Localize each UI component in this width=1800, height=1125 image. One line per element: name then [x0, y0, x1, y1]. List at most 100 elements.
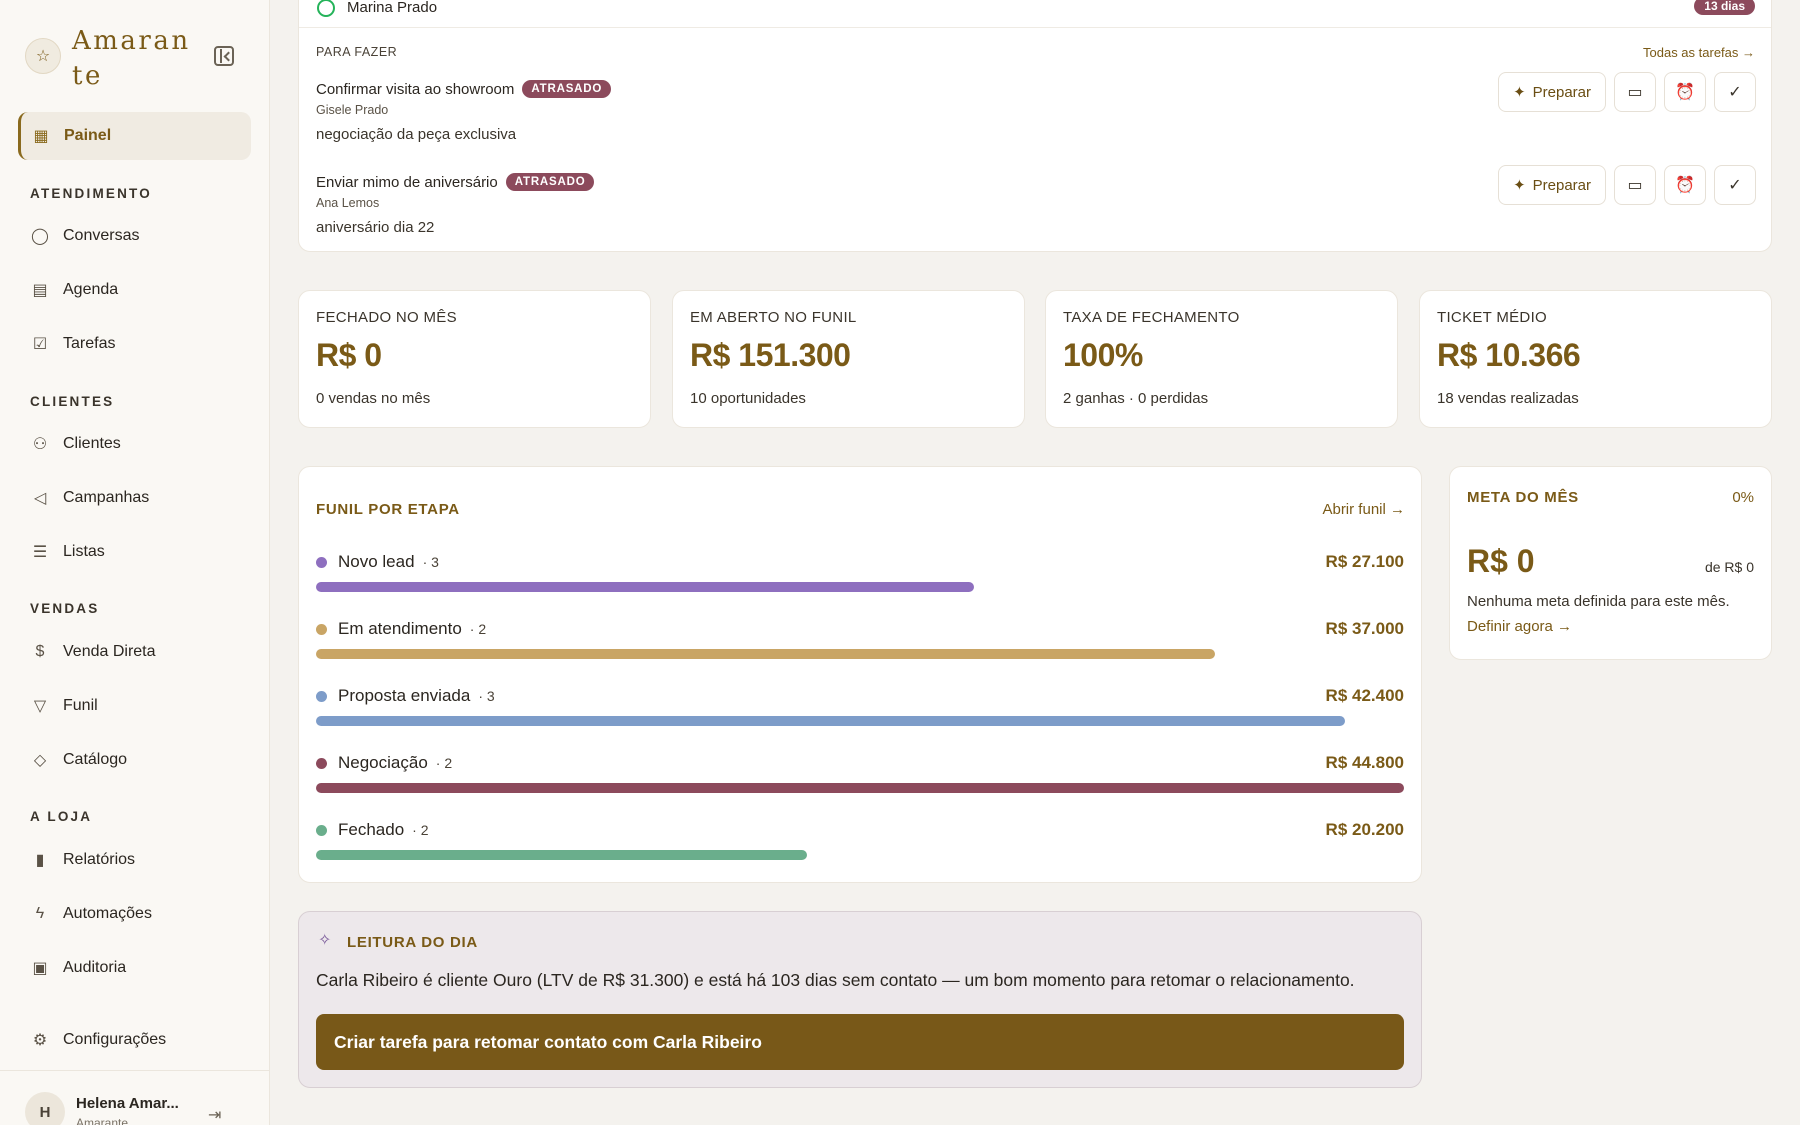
stage-bar: [316, 783, 1404, 793]
sidebar-item-tarefas[interactable]: ☑ Tarefas: [18, 320, 251, 368]
snooze-button[interactable]: ⏰: [1664, 165, 1706, 205]
dollar-receipt-icon: $: [35, 643, 45, 660]
funnel-card: FUNIL POR ETAPA Abrir funil → Novo lead ·…: [298, 466, 1422, 883]
prepare-button[interactable]: ✦ Preparar: [1498, 72, 1606, 112]
funnel-stage[interactable]: Proposta enviada · 3 R$ 42.400: [316, 679, 1404, 729]
message-button[interactable]: ▭: [1614, 165, 1656, 205]
sidebar-item-campanhas[interactable]: ◁ Campanhas: [18, 474, 251, 522]
sidebar-item-label: Campanhas: [63, 489, 150, 506]
task-client: Gisele Prado: [316, 103, 389, 117]
star-icon: ☆: [25, 38, 61, 74]
stage-bar: [316, 649, 1215, 659]
complete-button[interactable]: ✓: [1714, 165, 1756, 205]
stage-bar: [316, 582, 974, 592]
late-badge: ATRASADO: [505, 173, 595, 191]
goal-card: META DO MÊS 0% R$ 0 de R$ 0 Nenhuma meta…: [1449, 466, 1772, 660]
funnel-stage[interactable]: Negociação · 2 R$ 44.800: [316, 746, 1404, 796]
user-store: Amarante: [76, 1116, 129, 1125]
sidebar-item-conversas[interactable]: ◯ Conversas: [18, 212, 251, 260]
sidebar-item-label: Venda Direta: [63, 643, 156, 660]
check-icon: ✓: [1728, 84, 1742, 101]
funnel-icon: ▽: [33, 698, 47, 715]
task-client: Ana Lemos: [316, 196, 380, 210]
message-button[interactable]: ▭: [1614, 72, 1656, 112]
whatsapp-icon: [317, 0, 335, 17]
sidebar-item-label: Configurações: [63, 1031, 167, 1048]
stage-count: · 3: [478, 688, 495, 704]
conversation-row[interactable]: Marina Prado 13 dias: [299, 0, 1771, 28]
sidebar-item-listas[interactable]: ☰ Listas: [18, 528, 251, 576]
diamond-icon: ◇: [33, 752, 47, 769]
task-title-row: Confirmar visita ao showroom ATRASADO: [316, 80, 612, 98]
sidebar-item-label: Conversas: [63, 227, 140, 244]
sidebar-item-label: Listas: [63, 543, 105, 560]
stage-count: · 3: [422, 554, 439, 570]
kpi-value: R$ 10.366: [1437, 337, 1581, 373]
stage-name: Proposta enviada · 3: [338, 686, 495, 706]
goal-target: de R$ 0: [1704, 559, 1754, 575]
stage-dot-icon: [316, 691, 327, 702]
kpi-label: TICKET MÉDIO: [1437, 309, 1547, 326]
sidebar-item-configuracoes[interactable]: ⚙ Configurações: [18, 1016, 251, 1064]
task-actions: ✦ Preparar ▭ ⏰ ✓: [1498, 165, 1756, 205]
sidebar-item-auditoria[interactable]: ▣ Auditoria: [18, 944, 251, 992]
avatar[interactable]: H: [25, 1092, 65, 1125]
stage-label: Fechado: [338, 820, 405, 839]
stage-label: Em atendimento: [338, 619, 462, 638]
stage-bar: [316, 716, 1345, 726]
users-icon: ⚇: [32, 436, 48, 453]
goal-percent: 0%: [1732, 489, 1754, 506]
create-task-button[interactable]: Criar tarefa para retomar contato com Ca…: [316, 1014, 1404, 1070]
open-funnel-link[interactable]: Abrir funil →: [1322, 501, 1405, 518]
sidebar-item-automacoes[interactable]: ϟ Automações: [18, 890, 251, 938]
prepare-button[interactable]: ✦ Preparar: [1498, 165, 1606, 205]
sidebar-item-venda-direta[interactable]: $ Venda Direta: [18, 628, 251, 676]
sidebar-item-painel[interactable]: ▦ Painel: [18, 112, 251, 160]
collapse-sidebar-icon[interactable]: [214, 46, 234, 66]
stage-dot-icon: [316, 557, 327, 568]
task-item: Enviar mimo de aniversário ATRASADO Ana …: [316, 165, 1756, 253]
funnel-stage[interactable]: Novo lead · 3 R$ 27.100: [316, 545, 1404, 595]
task-actions: ✦ Preparar ▭ ⏰ ✓: [1498, 72, 1756, 112]
kpi-card-avg-ticket: TICKET MÉDIO R$ 10.366 18 vendas realiza…: [1419, 290, 1772, 428]
kpi-label: FECHADO NO MÊS: [316, 309, 457, 326]
kpi-value: 100%: [1063, 337, 1143, 373]
funnel-title: FUNIL POR ETAPA: [316, 501, 460, 518]
stage-value: R$ 44.800: [1325, 753, 1404, 772]
stage-value: R$ 42.400: [1325, 686, 1404, 705]
sidebar: ☆ Amarante ▦ Painel ATENDIMENTO ◯ Conver…: [0, 0, 270, 1125]
funnel-stage[interactable]: Fechado · 2 R$ 20.200: [316, 813, 1404, 863]
stage-value: R$ 37.000: [1325, 619, 1404, 638]
sparkle-icon: ✦: [1513, 84, 1526, 101]
kpi-label: TAXA DE FECHAMENTO: [1063, 309, 1240, 326]
goal-value: R$ 0: [1467, 543, 1535, 579]
logout-icon[interactable]: ⇥: [208, 1107, 222, 1124]
sparkle-icon: ✦: [1513, 177, 1526, 194]
stage-label: Negociação: [338, 753, 428, 772]
all-tasks-link[interactable]: Todas as tarefas →: [1643, 45, 1755, 60]
sidebar-item-relatorios[interactable]: ▮ Relatórios: [18, 836, 251, 884]
sidebar-item-clientes[interactable]: ⚇ Clientes: [18, 420, 251, 468]
alarm-clock-icon: ⏰: [1675, 177, 1695, 194]
stage-label: Novo lead: [338, 552, 415, 571]
section-title-atendimento: ATENDIMENTO: [30, 186, 152, 201]
sidebar-item-catalogo[interactable]: ◇ Catálogo: [18, 736, 251, 784]
funnel-stage[interactable]: Em atendimento · 2 R$ 37.000: [316, 612, 1404, 662]
stage-count: · 2: [435, 755, 453, 771]
kpi-sub: 10 oportunidades: [690, 390, 806, 407]
kpi-card-close-rate: TAXA DE FECHAMENTO 100% 2 ganhas · 0 per…: [1045, 290, 1398, 428]
brand-name: Amarante: [72, 26, 191, 91]
sidebar-item-agenda[interactable]: ▤ Agenda: [18, 266, 251, 314]
define-goal-link[interactable]: Definir agora →: [1467, 618, 1573, 635]
stage-count: · 2: [469, 621, 487, 637]
complete-button[interactable]: ✓: [1714, 72, 1756, 112]
calendar-icon: ▤: [32, 282, 48, 299]
stage-name: Fechado · 2: [338, 820, 429, 840]
snooze-button[interactable]: ⏰: [1664, 72, 1706, 112]
message-icon: ▭: [1627, 84, 1643, 101]
stage-label: Proposta enviada: [338, 686, 471, 705]
sidebar-item-funil[interactable]: ▽ Funil: [18, 682, 251, 730]
task-title: Enviar mimo de aniversário: [316, 173, 498, 191]
insight-text: Carla Ribeiro é cliente Ouro (LTV de R$ …: [316, 970, 1355, 990]
user-name: Helena Amar...: [76, 1095, 179, 1112]
